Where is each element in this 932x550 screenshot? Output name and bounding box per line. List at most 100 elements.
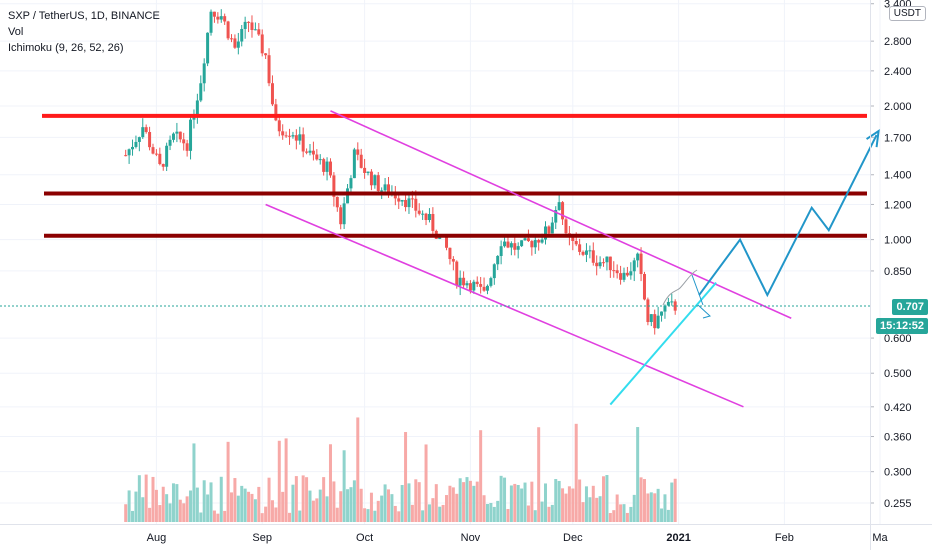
volume-bar bbox=[202, 480, 206, 522]
price-scale[interactable]: 0.255 0.300 0.360 0.420 0.500 0.600 0.850 1.000… bbox=[870, 0, 912, 510]
channel-upper-line bbox=[330, 110, 792, 319]
volume-bar bbox=[178, 499, 182, 522]
y-tick-label: 0.255 bbox=[884, 498, 912, 510]
candle-body bbox=[195, 100, 199, 117]
volume-bar bbox=[305, 477, 309, 522]
candle-body bbox=[288, 135, 292, 137]
volume-bar bbox=[666, 509, 670, 522]
chart-legend: SXP / TetherUS, 1D, BINANCE Vol Ichimoku… bbox=[8, 8, 160, 56]
volume-bar bbox=[615, 494, 619, 522]
candle-body bbox=[216, 16, 220, 20]
volume-bar bbox=[564, 493, 568, 522]
volume-bar bbox=[581, 502, 585, 522]
countdown-badge: 15:12:52 bbox=[875, 318, 928, 334]
volume-bar bbox=[468, 480, 472, 522]
volume-bar bbox=[154, 489, 158, 522]
volume-bar bbox=[332, 481, 336, 522]
volume-bar bbox=[161, 486, 165, 522]
volume-bar bbox=[335, 507, 339, 522]
candle-body bbox=[489, 278, 493, 286]
ichimoku-indicator-label[interactable]: Ichimoku (9, 26, 52, 26) bbox=[8, 42, 124, 54]
candle-body bbox=[247, 21, 251, 23]
volume-bar bbox=[253, 499, 257, 522]
candle-body bbox=[499, 246, 503, 256]
volume-bar bbox=[151, 476, 155, 522]
x-tick-label: Nov bbox=[461, 532, 481, 544]
volume-bar bbox=[199, 512, 203, 522]
volume-bar bbox=[141, 497, 145, 522]
candle-body bbox=[427, 213, 431, 221]
currency-button[interactable]: USDT bbox=[888, 6, 926, 21]
projection-path bbox=[698, 134, 878, 298]
volume-bar bbox=[397, 511, 401, 522]
volume-bar bbox=[441, 504, 445, 522]
volume-bar bbox=[496, 500, 500, 522]
volume-bar bbox=[270, 500, 274, 522]
y-tick-label: 3.400 bbox=[884, 0, 912, 11]
candle-body bbox=[212, 11, 216, 17]
candle-body bbox=[209, 11, 213, 33]
y-tick-label: 1.400 bbox=[884, 170, 912, 182]
volume-bar bbox=[451, 487, 455, 522]
volume-bar bbox=[212, 510, 216, 522]
volume-bar bbox=[554, 479, 558, 522]
volume-bar bbox=[148, 507, 152, 522]
last-price-badge: 0.707 bbox=[892, 299, 928, 315]
candle-body bbox=[544, 226, 547, 240]
volume-bar bbox=[260, 513, 264, 522]
volume-bar bbox=[540, 501, 544, 522]
volume-bar bbox=[625, 512, 629, 522]
volume-bar bbox=[346, 489, 350, 522]
y-tick-label: 1.200 bbox=[884, 199, 912, 211]
time-scale-panel[interactable] bbox=[0, 524, 932, 550]
uptrend-line bbox=[609, 281, 717, 406]
candle-body bbox=[513, 243, 517, 250]
volume-bar bbox=[158, 505, 162, 522]
volume-bar bbox=[632, 494, 636, 522]
candle-body bbox=[666, 301, 670, 306]
candle-body bbox=[284, 135, 288, 137]
volume-bar bbox=[434, 484, 438, 522]
y-tick-label: 0.850 bbox=[884, 266, 912, 278]
candle-body bbox=[301, 134, 305, 152]
volume-bar bbox=[520, 488, 524, 522]
candle-body bbox=[530, 241, 534, 248]
y-tick-label: 2.800 bbox=[884, 36, 912, 48]
volume-bar bbox=[427, 504, 431, 522]
volume-indicator-label[interactable]: Vol bbox=[8, 26, 24, 38]
volume-bar bbox=[530, 481, 534, 522]
candle-body bbox=[653, 314, 657, 329]
volume-bar bbox=[547, 506, 551, 522]
candle-body bbox=[509, 243, 513, 248]
candle-body bbox=[506, 241, 510, 248]
price-scale-panel[interactable] bbox=[870, 0, 932, 550]
volume-bar bbox=[257, 486, 261, 522]
candle-body bbox=[373, 175, 377, 186]
symbol-title[interactable]: SXP / TetherUS, 1D, BINANCE bbox=[8, 10, 160, 22]
candle-body bbox=[602, 262, 606, 264]
volume-bar bbox=[612, 510, 616, 522]
candle-body bbox=[298, 134, 302, 141]
candle-body bbox=[352, 149, 356, 179]
volume-bar bbox=[192, 443, 196, 522]
volume-bar bbox=[503, 477, 507, 522]
volume-bar bbox=[318, 489, 322, 522]
candle-body bbox=[421, 213, 425, 215]
candle-body bbox=[277, 120, 281, 132]
candle-body bbox=[451, 259, 455, 262]
candle-body bbox=[318, 159, 322, 161]
volume-bar bbox=[185, 496, 189, 522]
candle-body bbox=[550, 222, 554, 234]
volume-bar bbox=[550, 504, 554, 522]
volume-bar bbox=[236, 495, 240, 522]
candle-body bbox=[223, 16, 227, 22]
volume-bar bbox=[410, 504, 414, 522]
candle-body bbox=[325, 161, 329, 172]
candle-body bbox=[134, 141, 138, 147]
candle-body bbox=[561, 202, 565, 220]
volume-bar bbox=[291, 484, 295, 522]
time-scale[interactable]: Aug Sep Oct Nov Dec 2021 Feb Ma bbox=[147, 532, 889, 544]
volume-bar bbox=[489, 502, 493, 522]
candle-body bbox=[243, 21, 247, 29]
